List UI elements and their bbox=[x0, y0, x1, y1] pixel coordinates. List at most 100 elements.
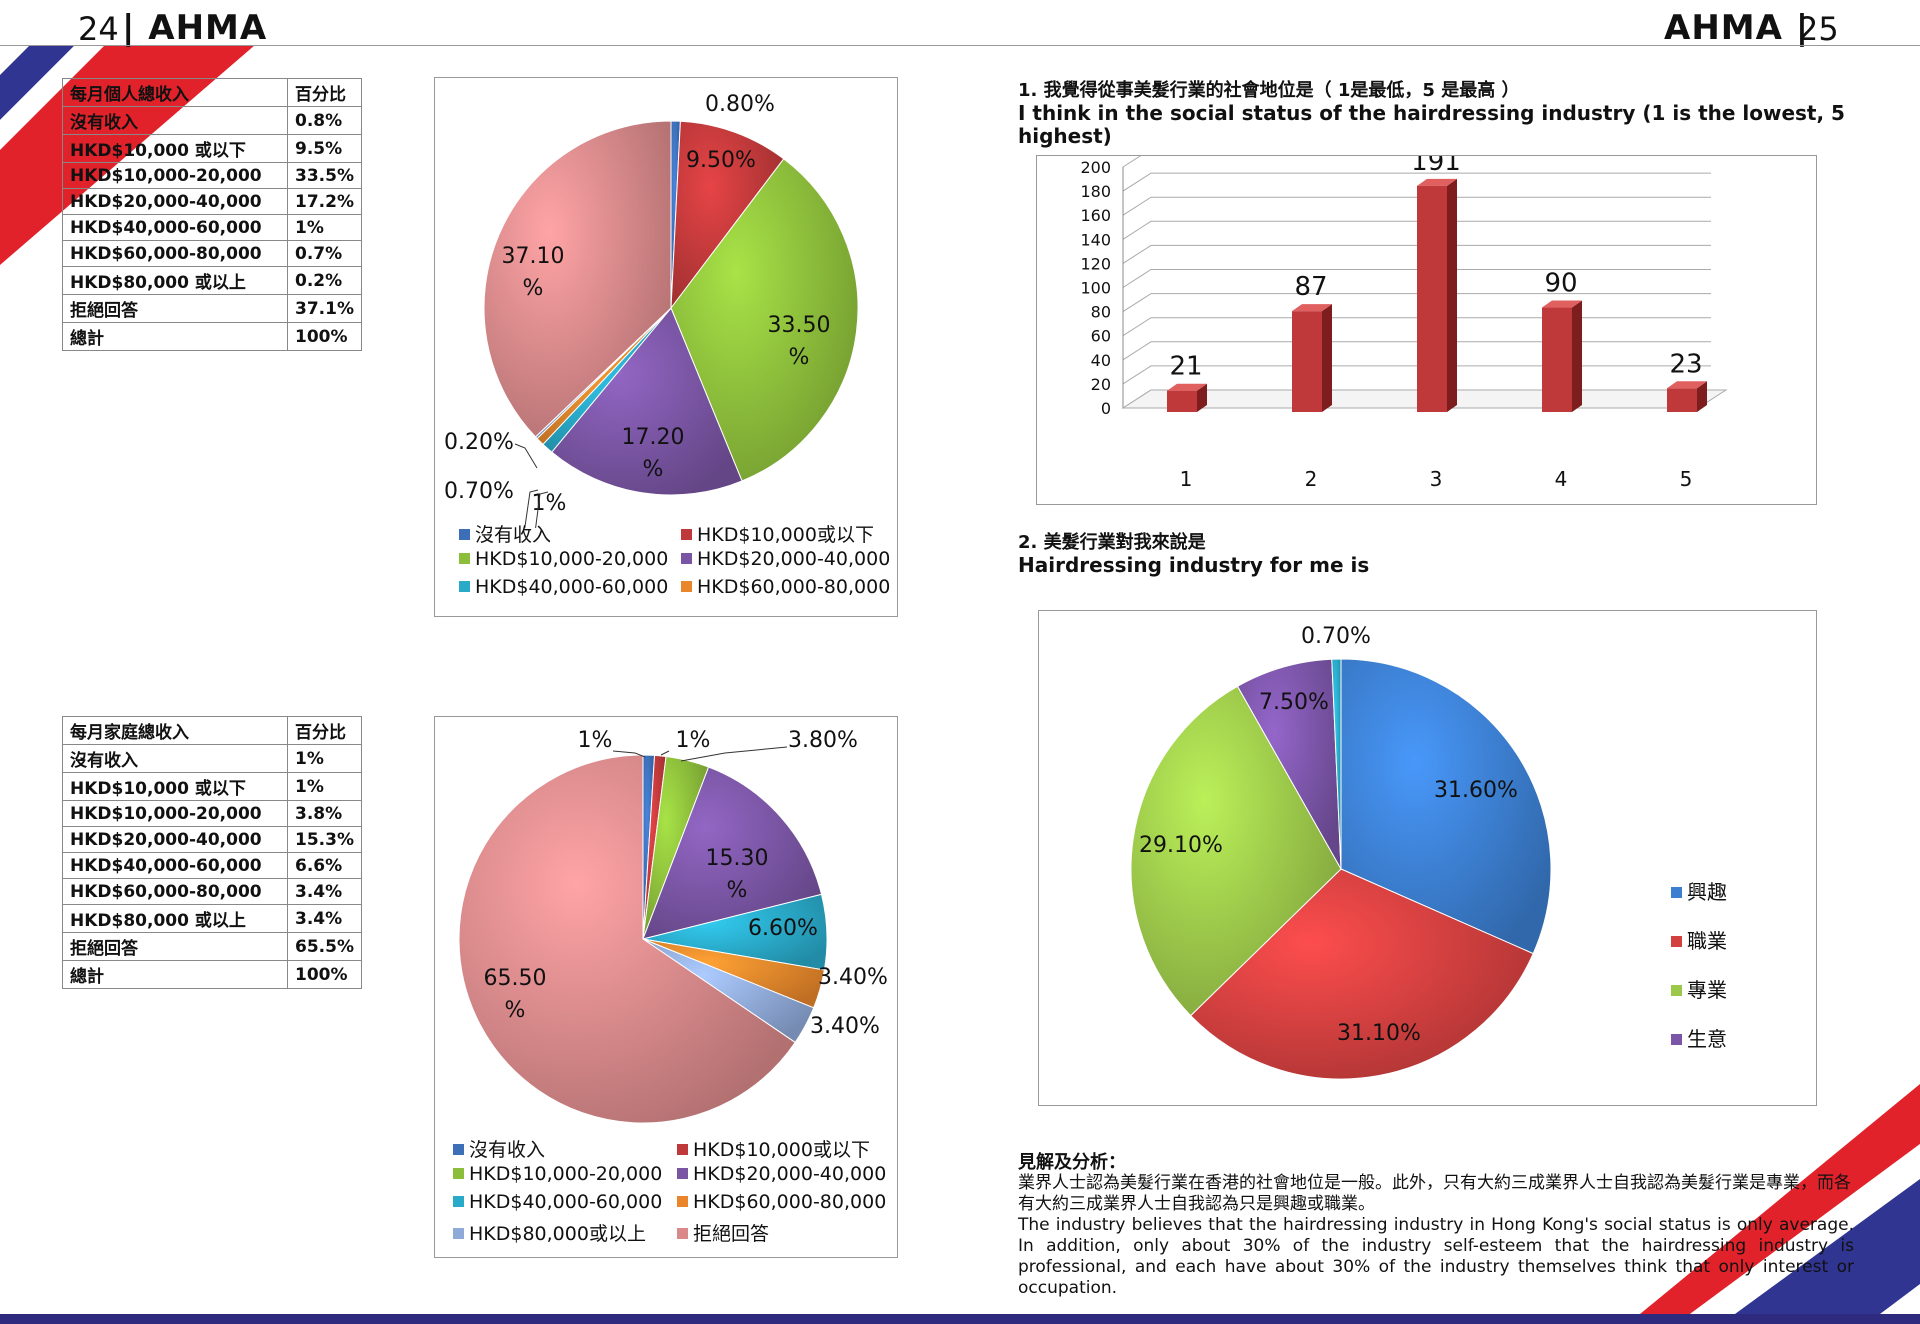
legend-swatch bbox=[681, 553, 692, 564]
category-cell: HKD$20,000-40,000 bbox=[62, 826, 288, 853]
legend-item: 沒有收入 bbox=[459, 520, 551, 547]
table-row: HKD$10,000-20,000 3.8% bbox=[62, 800, 362, 827]
corner-stripes-bottom-right bbox=[1640, 1084, 1920, 1314]
industry-for-me-chart: 31.60% 31.10% 29.10% 7.50% 0.70% 興趣 職業 專業 生意 bbox=[1038, 610, 1817, 1106]
pie-slice bbox=[483, 120, 672, 438]
table-row: HKD$20,000-40,000 15.3% bbox=[62, 826, 362, 853]
legend-swatch bbox=[459, 553, 470, 564]
social-status-chart: 0 20 40 60 80 100 120 140 160 180 200 21 1 87 2 191 3 90 4… bbox=[1036, 147, 1817, 505]
category-cell: 拒絕回答 bbox=[62, 932, 288, 961]
legend-swatch bbox=[1671, 1034, 1682, 1045]
x-tick-label: 3 bbox=[1430, 467, 1443, 491]
legend-label: HKD$10,000-20,000 bbox=[475, 548, 669, 570]
x-tick-label: 5 bbox=[1680, 467, 1693, 491]
legend-label: 生意 bbox=[1687, 1027, 1727, 1051]
percent-cell: 0.2% bbox=[287, 266, 362, 295]
y-tick-label: 140 bbox=[1080, 230, 1111, 249]
category-cell: HKD$40,000-60,000 bbox=[62, 214, 288, 241]
legend-label: 拒絕回答 bbox=[693, 1223, 770, 1245]
legend-item: HKD$40,000-60,000 bbox=[453, 1191, 662, 1213]
legend-item: HKD$80,000或以上 bbox=[453, 1219, 646, 1246]
category-cell: 拒絕回答 bbox=[62, 294, 288, 323]
y-tick-label: 20 bbox=[1091, 375, 1111, 394]
percent-cell: 100% bbox=[287, 322, 362, 351]
legend-item: 沒有收入 bbox=[453, 1135, 545, 1162]
table-row: HKD$60,000-80,000 0.7% bbox=[62, 240, 362, 267]
legend-label: HKD$40,000-60,000 bbox=[469, 1191, 663, 1213]
logo-text: AHMA bbox=[1664, 8, 1783, 48]
category-cell: HKD$60,000-80,000 bbox=[62, 240, 288, 267]
analysis-text-en: The industry believes that the hairdress… bbox=[1018, 1215, 1854, 1298]
y-tick-label: 100 bbox=[1080, 279, 1111, 298]
legend-item: HKD$10,000-20,000 bbox=[459, 548, 668, 570]
household-income-table: 每月家庭總收入 百分比 沒有收入 1% HKD$10,000 或以下 1% HKD$10,0… bbox=[62, 716, 362, 989]
q1-title-cn: 1. 我覺得從事美髮行業的社會地位是（ 1是最低，5 是最高 ） bbox=[1018, 80, 1520, 101]
slice-label: 17.20% bbox=[622, 425, 685, 482]
legend-item: HKD$10,000或以下 bbox=[677, 1135, 870, 1162]
bar bbox=[1167, 383, 1207, 412]
percent-cell: 百分比 bbox=[287, 78, 362, 107]
percent-cell: 3.4% bbox=[287, 878, 362, 905]
category-cell: 沒有收入 bbox=[62, 106, 288, 135]
percent-cell: 33.5% bbox=[287, 162, 362, 189]
pie-slice bbox=[642, 766, 823, 940]
legend-swatch bbox=[459, 581, 470, 592]
x-tick-label: 1 bbox=[1180, 467, 1193, 491]
legend-item: HKD$20,000-40,000 bbox=[677, 1163, 886, 1185]
slice-label: 0.80% bbox=[705, 92, 775, 117]
legend-item: 興趣 bbox=[1671, 876, 1727, 905]
legend-label: HKD$60,000-80,000 bbox=[693, 1191, 887, 1213]
gridline bbox=[1122, 293, 1711, 313]
y-tick-label: 0 bbox=[1101, 399, 1111, 418]
percent-cell: 100% bbox=[287, 960, 362, 989]
legend-item: HKD$10,000或以下 bbox=[681, 520, 874, 547]
bar bbox=[1667, 381, 1707, 412]
social-status-bar-chart: 0 20 40 60 80 100 120 140 160 180 200 21 1 87 2 191 3 90 4… bbox=[1080, 147, 1728, 491]
pie-slice bbox=[670, 158, 859, 482]
legend-label: HKD$10,000或以下 bbox=[697, 524, 874, 546]
header-rule bbox=[0, 45, 1920, 46]
legend-item: 生意 bbox=[1671, 1023, 1727, 1052]
ahma-logo-right: AHMA | bbox=[1664, 8, 1810, 48]
logo-text: AHMA bbox=[148, 8, 268, 48]
x-tick-label: 4 bbox=[1555, 467, 1568, 491]
category-cell: HKD$20,000-40,000 bbox=[62, 188, 288, 215]
bar-value-label: 23 bbox=[1669, 349, 1702, 379]
percent-cell: 37.1% bbox=[287, 294, 362, 323]
personal-income-pie: 0.80% 9.50% 33.50 % 17.20 % 1% 0.70% 0.20% 37.10% bbox=[444, 92, 859, 528]
y-tick-label: 60 bbox=[1091, 327, 1111, 346]
leader-line bbox=[535, 491, 549, 528]
slice-label: 0.70% bbox=[1301, 624, 1371, 649]
gridline bbox=[1122, 196, 1711, 216]
table-row: 總計 100% bbox=[62, 960, 362, 989]
legend-label: HKD$80,000或以上 bbox=[469, 1223, 646, 1245]
legend-label: HKD$40,000-60,000 bbox=[475, 576, 669, 598]
ahma-logo-left: | AHMA bbox=[122, 8, 268, 48]
y-tick-label: 120 bbox=[1080, 254, 1111, 273]
y-tick-label: 80 bbox=[1091, 303, 1111, 322]
legend-swatch bbox=[677, 1196, 688, 1207]
percent-cell: 17.2% bbox=[287, 188, 362, 215]
household-income-chart: 1% 1% 3.80% 15.30% 6.60% 3.40% 3.40% 65.50% 沒有收… bbox=[434, 716, 898, 1258]
page-number-right: 25 bbox=[1798, 10, 1839, 48]
legend-label: 沒有收入 bbox=[475, 524, 552, 546]
slice-label: 29.10% bbox=[1139, 833, 1223, 858]
industry-for-me-pie: 31.60% 31.10% 29.10% 7.50% 0.70% bbox=[1130, 624, 1552, 1080]
table-row: HKD$40,000-60,000 1% bbox=[62, 214, 362, 241]
slice-label: 7.50% bbox=[1259, 690, 1329, 715]
slice-label: 1% bbox=[578, 728, 613, 753]
y-tick-label: 40 bbox=[1091, 351, 1111, 370]
slice-label: 0.20% bbox=[444, 430, 514, 455]
table-row: 總計 100% bbox=[62, 322, 362, 351]
q2-title: 2. 美髮行業對我來說是 Hairdressing industry for m… bbox=[1018, 528, 1878, 577]
legend-swatch bbox=[681, 581, 692, 592]
bar bbox=[1542, 300, 1582, 412]
slice-label: 1% bbox=[676, 728, 711, 753]
gridline bbox=[1122, 244, 1711, 264]
legend-label: 興趣 bbox=[1687, 880, 1727, 904]
gridline bbox=[1122, 269, 1711, 288]
slice-label: 3.40% bbox=[818, 965, 888, 990]
percent-cell: 0.7% bbox=[287, 240, 362, 267]
footer-bar bbox=[0, 1314, 1920, 1324]
legend-swatch bbox=[453, 1228, 464, 1239]
